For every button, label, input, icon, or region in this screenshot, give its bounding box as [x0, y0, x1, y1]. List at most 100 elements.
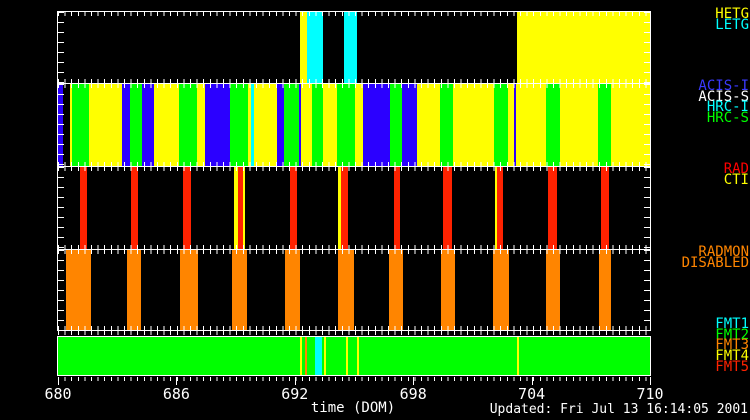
band-stripe — [283, 84, 299, 166]
legend-cti: CTI — [723, 171, 749, 188]
legend-hetg: HETG — [715, 6, 749, 22]
band-rad-cti — [57, 166, 651, 250]
legend-rad: RAD — [723, 161, 749, 177]
band-stripe — [142, 84, 155, 166]
band-stripe — [62, 84, 71, 166]
band-stripe — [497, 167, 503, 249]
x-axis-major-tick — [294, 377, 296, 385]
tick-marks — [58, 162, 650, 166]
x-tick-label: 692 — [281, 385, 309, 403]
x-axis-minor-ticks — [58, 377, 650, 381]
band-stripe — [514, 84, 517, 166]
x-axis-major-tick — [650, 377, 651, 385]
band-stripe — [178, 84, 197, 166]
band-stripe — [290, 167, 297, 249]
band-detectors — [57, 83, 651, 167]
band-stripe — [284, 250, 300, 330]
tick-marks — [58, 326, 650, 330]
band-stripe — [299, 337, 302, 375]
band-stripe — [394, 167, 400, 249]
band-stripe — [546, 250, 560, 330]
legend-disabled: DISABLED — [681, 254, 749, 271]
x-tick-label: 710 — [636, 385, 664, 403]
band-stripe — [250, 84, 254, 166]
legend-radmon: RADMON — [698, 244, 749, 260]
band-stripe — [232, 250, 248, 330]
tick-marks — [644, 84, 650, 166]
band-stripe — [277, 84, 284, 166]
band-stripe — [237, 167, 244, 249]
x-axis-major-tick — [176, 377, 178, 385]
tick-marks — [58, 250, 64, 330]
band-stripe — [121, 84, 130, 166]
tick-marks — [644, 250, 650, 330]
x-axis-major-tick — [58, 377, 59, 385]
band-stripe — [298, 84, 301, 166]
band-stripe — [205, 84, 231, 166]
band-stripe — [390, 84, 402, 166]
band-stripe — [234, 167, 238, 249]
band-fmt — [57, 336, 651, 376]
band-stripe — [311, 84, 324, 166]
band-stripe — [314, 337, 323, 375]
band-stripe — [599, 250, 611, 330]
tick-marks — [58, 167, 64, 249]
tick-marks — [58, 245, 650, 249]
legend-fmt2: FMT2 — [715, 326, 749, 343]
legend-fmt1: FMT1 — [715, 316, 749, 332]
band-stripe — [338, 250, 354, 330]
band-stripe — [79, 167, 88, 249]
band-stripe — [492, 250, 510, 330]
legend-hrc-i: HRC-I — [706, 99, 749, 116]
band-stripe — [601, 167, 609, 249]
tick-marks — [58, 12, 64, 83]
band-stripe — [363, 84, 391, 166]
band-stripe — [494, 167, 498, 249]
legend-acis-i: ACIS-I — [698, 78, 749, 94]
tick-marks — [58, 167, 650, 171]
band-stripe — [131, 167, 139, 249]
x-axis-label: time (DOM) — [310, 400, 396, 416]
band-stripe — [546, 84, 560, 166]
tick-marks — [644, 167, 650, 249]
band-stripe — [183, 167, 191, 249]
legend-letg: LETG — [715, 16, 749, 33]
band-stripe — [547, 167, 558, 249]
tick-marks — [58, 84, 650, 88]
band-stripe — [130, 84, 143, 166]
tick-marks — [58, 250, 650, 254]
tick-marks — [58, 331, 650, 335]
band-stripe — [337, 84, 355, 166]
band-stripe — [493, 84, 509, 166]
x-tick-label: 686 — [162, 385, 190, 403]
band-stripe — [597, 84, 611, 166]
band-stripe — [346, 337, 349, 375]
band-stripe — [305, 337, 308, 375]
band-stripe — [516, 12, 650, 83]
x-tick-label: 680 — [44, 385, 72, 403]
band-stripe — [440, 84, 454, 166]
x-tick-label: 704 — [518, 385, 546, 403]
x-axis-major-tick — [531, 377, 533, 385]
band-stripe — [243, 167, 246, 249]
tick-marks — [58, 12, 650, 16]
band-stripe — [338, 167, 341, 249]
band-stripe — [401, 84, 417, 166]
band-stripe — [179, 250, 198, 330]
band-stripe — [343, 12, 357, 83]
band-stripe — [323, 337, 326, 375]
legend-acis-s: ACIS-S — [698, 88, 749, 105]
tick-marks — [58, 79, 650, 83]
tick-marks — [644, 12, 650, 83]
updated-timestamp: Updated: Fri Jul 13 16:14:05 2001 — [489, 402, 748, 417]
legend-fmt3: FMT3 — [715, 337, 749, 354]
band-stripe — [230, 84, 249, 166]
legend-fmt4: FMT4 — [715, 348, 749, 365]
band-stripe — [388, 250, 403, 330]
band-stripe — [300, 12, 308, 83]
band-radmon — [57, 249, 651, 331]
band-stripe — [72, 84, 89, 166]
band-stripe — [516, 337, 519, 375]
band-gratings — [57, 11, 651, 84]
